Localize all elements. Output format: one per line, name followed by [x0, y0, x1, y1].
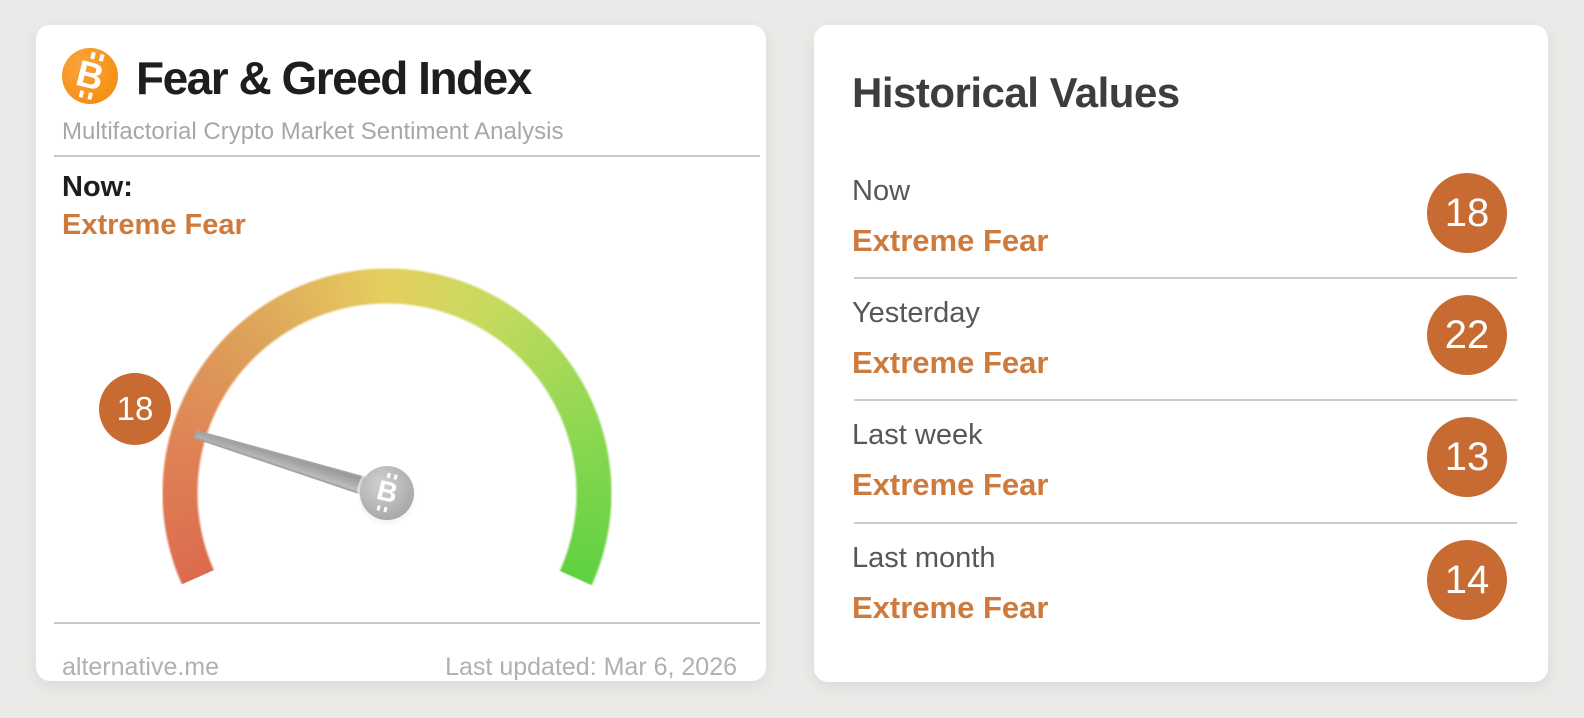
- historical-row-now: Now Extreme Fear 18: [852, 173, 1517, 267]
- bitcoin-icon: B: [62, 48, 118, 104]
- header-divider: [54, 155, 760, 157]
- page-title: Fear & Greed Index: [136, 52, 532, 104]
- page-subtitle: Multifactorial Crypto Market Sentiment A…: [62, 118, 564, 145]
- row-value-badge: 13: [1427, 417, 1507, 497]
- historical-row-last-week: Last week Extreme Fear 13: [852, 417, 1517, 511]
- gauge-needle-layer: [193, 430, 391, 503]
- last-updated-text: Last updated: Mar 6, 2026: [445, 653, 737, 681]
- fear-greed-card: B Fear & Greed Index Multifactorial Cryp…: [36, 25, 766, 718]
- row-divider: [854, 277, 1517, 279]
- row-label: Last week: [852, 419, 983, 451]
- bitcoin-hub-icon: B: [360, 466, 414, 520]
- row-divider: [854, 399, 1517, 401]
- row-value-badge: 22: [1427, 295, 1507, 375]
- now-label: Now:: [62, 171, 133, 203]
- row-label: Now: [852, 175, 911, 207]
- footer-divider: [54, 622, 760, 624]
- row-label: Yesterday: [852, 297, 980, 329]
- row-divider: [854, 522, 1517, 524]
- row-label: Last month: [852, 542, 996, 574]
- row-value-badge: 14: [1427, 540, 1507, 620]
- row-classification: Extreme Fear: [852, 345, 1049, 380]
- historical-values-card: Historical Values Now Extreme Fear 18 Ye…: [814, 25, 1548, 682]
- historical-row-last-month: Last month Extreme Fear 14: [852, 540, 1517, 634]
- row-classification: Extreme Fear: [852, 467, 1049, 502]
- gauge-value-badge: 18: [99, 373, 171, 445]
- historical-row-yesterday: Yesterday Extreme Fear 22: [852, 295, 1517, 389]
- row-classification: Extreme Fear: [852, 223, 1049, 258]
- row-value-badge: 18: [1427, 173, 1507, 253]
- row-classification: Extreme Fear: [852, 590, 1049, 625]
- now-classification: Extreme Fear: [62, 209, 246, 241]
- historical-title: Historical Values: [852, 69, 1180, 116]
- source-link[interactable]: alternative.me: [62, 653, 220, 681]
